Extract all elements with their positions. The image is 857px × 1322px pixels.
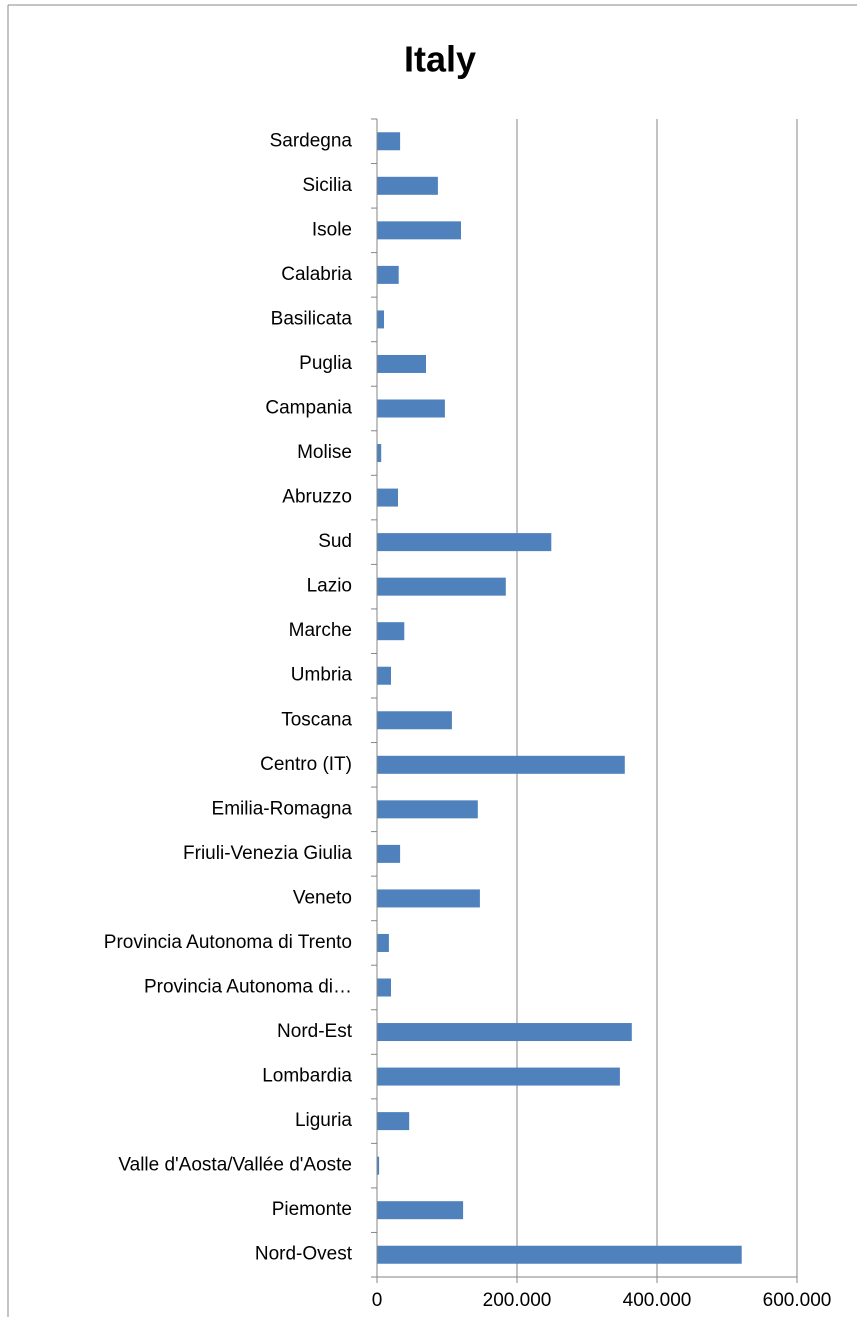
bar [377,978,391,997]
bar [377,265,399,284]
bar [377,310,384,329]
x-tick-label: 200.000 [483,1290,552,1311]
bar [377,1201,464,1220]
y-tick-label: Valle d'Aosta/Vallée d'Aoste [118,1155,352,1176]
bar [377,889,480,908]
bar [377,1067,620,1086]
y-tick-label: Lombardia [262,1066,352,1087]
bar [377,1023,632,1042]
bar [377,844,401,863]
y-tick-label: Sud [318,531,352,552]
bar [377,533,552,552]
bar [377,755,625,774]
bar [377,354,426,373]
y-tick-label: Lazio [307,576,352,597]
bar [377,577,506,596]
bar [377,800,478,819]
y-tick-label: Toscana [281,709,352,730]
bar [377,132,401,151]
y-tick-label: Abruzzo [282,487,352,508]
y-tick-label: Emilia-Romagna [212,798,353,819]
x-tick-label: 0 [372,1290,383,1311]
bar [377,1156,380,1175]
y-tick-label: Nord-Ovest [255,1244,353,1265]
y-tick-label: Sardegna [270,130,353,151]
y-tick-label: Molise [297,442,352,463]
bar [377,488,398,507]
bar [377,176,438,195]
x-tick-label: 400.000 [623,1290,692,1311]
bar [377,933,389,952]
y-tick-label: Isole [312,219,352,240]
y-tick-label: Nord-Est [277,1021,353,1042]
chart-title: Italy [404,39,476,80]
bar [377,622,405,641]
y-tick-label: Piemonte [272,1199,352,1220]
y-tick-label: Marche [289,620,352,641]
y-tick-label: Friuli-Venezia Giulia [183,843,352,864]
y-tick-label: Veneto [293,887,352,908]
y-tick-label: Puglia [299,353,352,374]
y-tick-label: Centro (IT) [260,754,352,775]
bar [377,666,391,685]
y-tick-label: Basilicata [271,308,353,329]
bar [377,221,461,240]
x-tick-label: 600.000 [763,1290,832,1311]
y-tick-label: Provincia Autonoma di Trento [104,932,352,953]
y-tick-label: Campania [265,398,352,419]
bar [377,1245,742,1264]
bar [377,711,452,730]
bar [377,444,382,463]
bar [377,399,445,418]
y-tick-label: Umbria [291,665,353,686]
bar [377,1112,410,1131]
y-tick-label: Provincia Autonoma di… [144,977,352,998]
y-tick-label: Calabria [281,264,352,285]
y-tick-label: Liguria [295,1110,352,1131]
y-tick-label: Sicilia [302,175,352,196]
